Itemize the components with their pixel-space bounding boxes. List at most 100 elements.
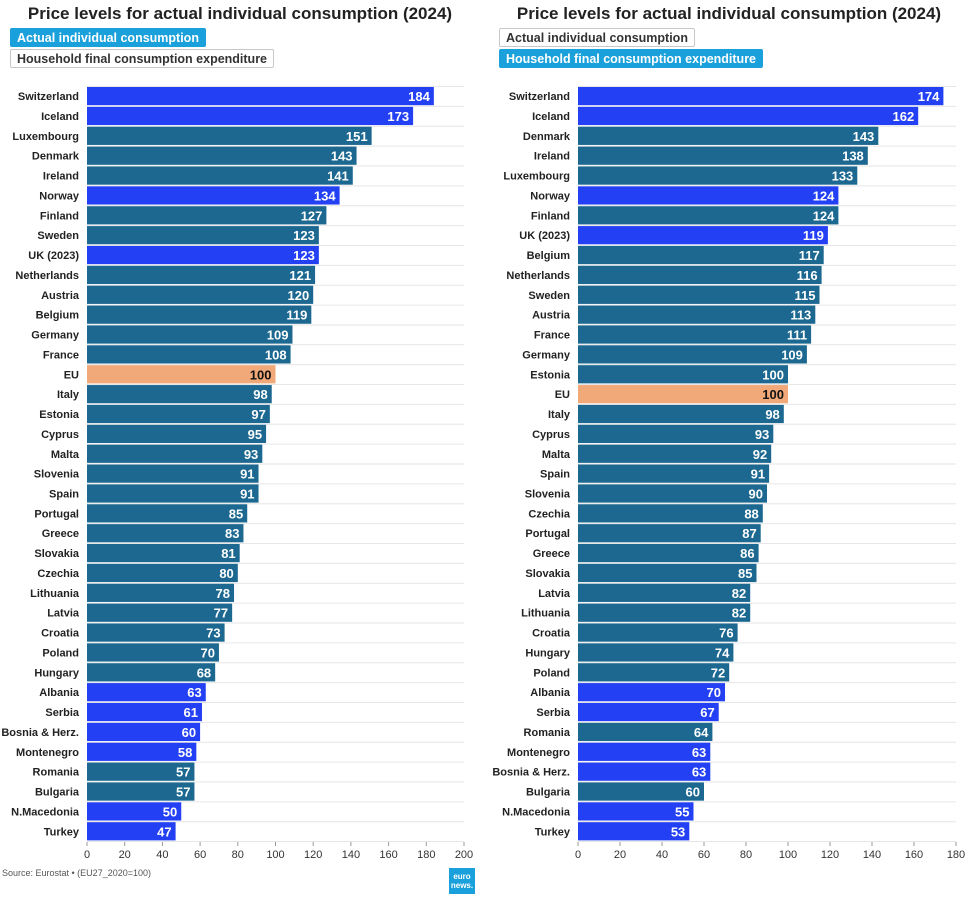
bar[interactable] (87, 166, 353, 185)
bar[interactable] (87, 484, 259, 503)
category-label: Slovenia (34, 469, 80, 481)
bar[interactable] (578, 524, 761, 543)
bar[interactable] (578, 126, 879, 145)
bar[interactable] (578, 544, 759, 563)
bar[interactable] (578, 245, 824, 265)
data-label: 100 (250, 367, 272, 382)
bar[interactable] (578, 742, 711, 761)
bar[interactable] (87, 702, 202, 722)
data-label: 70 (200, 645, 214, 660)
bar[interactable] (578, 305, 816, 324)
bar[interactable] (87, 802, 182, 821)
toggle-actual-individual-consumption[interactable]: Actual individual consumption (499, 28, 695, 47)
bar[interactable] (578, 563, 757, 583)
bar[interactable] (87, 305, 312, 324)
bar[interactable] (87, 583, 235, 602)
bar[interactable] (578, 683, 725, 702)
bar[interactable] (578, 822, 690, 841)
bar[interactable] (578, 464, 770, 483)
bar[interactable] (578, 345, 807, 364)
bar[interactable] (87, 683, 206, 702)
bar[interactable] (87, 385, 272, 404)
bar[interactable] (578, 146, 868, 165)
bar[interactable] (87, 722, 201, 742)
bar[interactable] (578, 504, 763, 523)
bar[interactable] (578, 722, 713, 742)
data-label: 120 (287, 288, 309, 303)
bar[interactable] (578, 285, 820, 304)
bar[interactable] (87, 544, 240, 563)
data-label: 70 (707, 685, 721, 700)
bar[interactable] (87, 365, 276, 384)
bar[interactable] (87, 126, 372, 145)
bar[interactable] (578, 186, 839, 205)
bar[interactable] (578, 663, 730, 682)
category-label: Norway (530, 190, 571, 202)
bar[interactable] (578, 87, 944, 106)
bar[interactable] (87, 325, 293, 344)
bar[interactable] (578, 166, 858, 185)
bar[interactable] (578, 365, 788, 384)
data-label: 109 (267, 328, 289, 343)
bar[interactable] (87, 524, 244, 543)
bar[interactable] (87, 206, 327, 225)
bar[interactable] (87, 822, 176, 841)
data-label: 91 (240, 487, 254, 502)
category-label: Belgium (527, 250, 571, 262)
bar[interactable] (87, 285, 314, 304)
bar[interactable] (87, 404, 270, 424)
data-label: 91 (751, 467, 765, 482)
bar[interactable] (87, 603, 233, 622)
bar[interactable] (87, 663, 216, 682)
data-label: 121 (289, 268, 311, 283)
bar[interactable] (578, 782, 704, 801)
bar[interactable] (578, 385, 788, 404)
bar[interactable] (87, 782, 195, 801)
bar[interactable] (87, 87, 434, 106)
category-label: Greece (42, 528, 79, 540)
bar[interactable] (578, 762, 711, 781)
bar[interactable] (87, 623, 225, 642)
bar[interactable] (87, 186, 340, 205)
bar[interactable] (87, 345, 291, 364)
x-tick-label: 80 (232, 849, 244, 861)
bar[interactable] (578, 226, 828, 245)
bar[interactable] (578, 424, 774, 443)
bar[interactable] (578, 623, 738, 642)
bar[interactable] (87, 742, 197, 761)
bar[interactable] (87, 762, 195, 781)
bar[interactable] (87, 504, 248, 523)
data-label: 57 (176, 765, 190, 780)
toggle-household-final-consumption[interactable]: Household final consumption expenditure (10, 49, 275, 68)
category-label: Portugal (525, 528, 570, 540)
bar[interactable] (87, 444, 263, 463)
bar[interactable] (578, 603, 751, 622)
bar[interactable] (578, 484, 767, 503)
bar[interactable] (87, 643, 219, 662)
bar[interactable] (578, 583, 751, 602)
bar[interactable] (578, 702, 719, 722)
bar[interactable] (578, 643, 734, 662)
bar[interactable] (87, 424, 267, 443)
bar[interactable] (578, 206, 839, 225)
bar[interactable] (578, 325, 812, 344)
data-label: 124 (813, 188, 835, 203)
bar[interactable] (578, 444, 772, 463)
bar[interactable] (578, 404, 784, 424)
data-label: 68 (197, 665, 211, 680)
chart-panel-left: Price levels for actual individual consu… (0, 0, 480, 880)
bar[interactable] (578, 106, 919, 126)
toggle-household-final-consumption[interactable]: Household final consumption expenditure (499, 49, 764, 68)
bar[interactable] (87, 106, 414, 126)
bar[interactable] (578, 265, 822, 285)
data-label: 58 (178, 745, 192, 760)
bar[interactable] (87, 245, 319, 265)
bar[interactable] (87, 146, 357, 165)
bar[interactable] (578, 802, 694, 821)
bar[interactable] (87, 464, 259, 483)
bar[interactable] (87, 563, 238, 583)
bar[interactable] (87, 226, 319, 245)
toggle-actual-individual-consumption[interactable]: Actual individual consumption (10, 28, 206, 47)
bar[interactable] (87, 265, 316, 285)
x-tick-label: 40 (656, 849, 668, 861)
